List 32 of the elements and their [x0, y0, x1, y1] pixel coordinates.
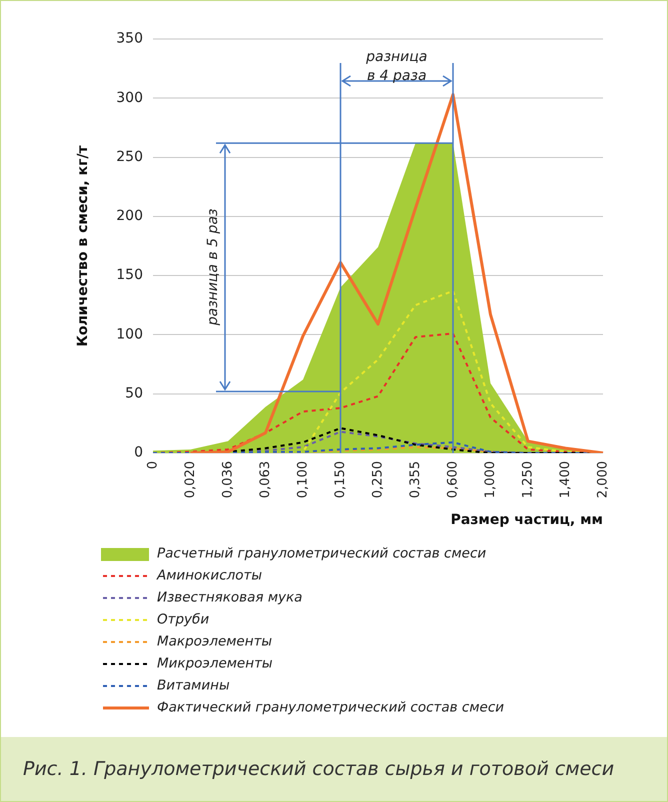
legend-label: Витамины — [157, 678, 230, 694]
y-tick-label: 300 — [116, 90, 143, 106]
x-axis-title: Размер частиц, мм — [450, 512, 603, 528]
y-tick-label: 150 — [116, 267, 143, 284]
legend-label: Микроэлементы — [157, 656, 273, 672]
y-tick-label: 50 — [125, 386, 143, 402]
y-tick-label: 0 — [134, 444, 143, 461]
x-tick-label: 2,000 — [595, 461, 610, 498]
legend-label: Аминокислоты — [156, 568, 262, 584]
legend-label: Фактический гранулометрический состав смеси — [157, 700, 504, 716]
x-tick-label: 0,063 — [258, 461, 273, 498]
x-tick-label: 1,000 — [482, 461, 498, 498]
y-axis-title: Количество в смеси, кг/т — [75, 144, 92, 347]
x-tick-label: 0,036 — [220, 461, 236, 498]
x-tick-label: 0,355 — [408, 461, 423, 498]
x-tick-label: 0,100 — [295, 461, 310, 498]
text: Рис. 1. Гранулометрический состав сырья и готовой смеси — [1, 737, 667, 801]
x-tick-label: 0,020 — [182, 461, 198, 498]
legend-label: Расчетный гранулометрический состав смеси — [157, 546, 486, 562]
y-tick-label: 100 — [116, 326, 143, 342]
y-tick-label: 350 — [116, 30, 143, 47]
x-tick-label: 1,400 — [558, 461, 573, 498]
x-tick-label: 0,250 — [370, 461, 386, 498]
x-tick-label: 0 — [145, 461, 160, 470]
legend-label: Отруби — [157, 612, 210, 628]
legend-label: Известняковая мука — [157, 590, 302, 606]
legend-label: Макроэлементы — [157, 634, 272, 650]
x-tick-label: 0,600 — [445, 461, 460, 498]
y-tick-label: 200 — [116, 208, 143, 224]
x-tick-label: 1,250 — [520, 461, 536, 498]
y-tick-label: 250 — [116, 148, 143, 165]
x-tick-label: 0,150 — [332, 461, 348, 498]
